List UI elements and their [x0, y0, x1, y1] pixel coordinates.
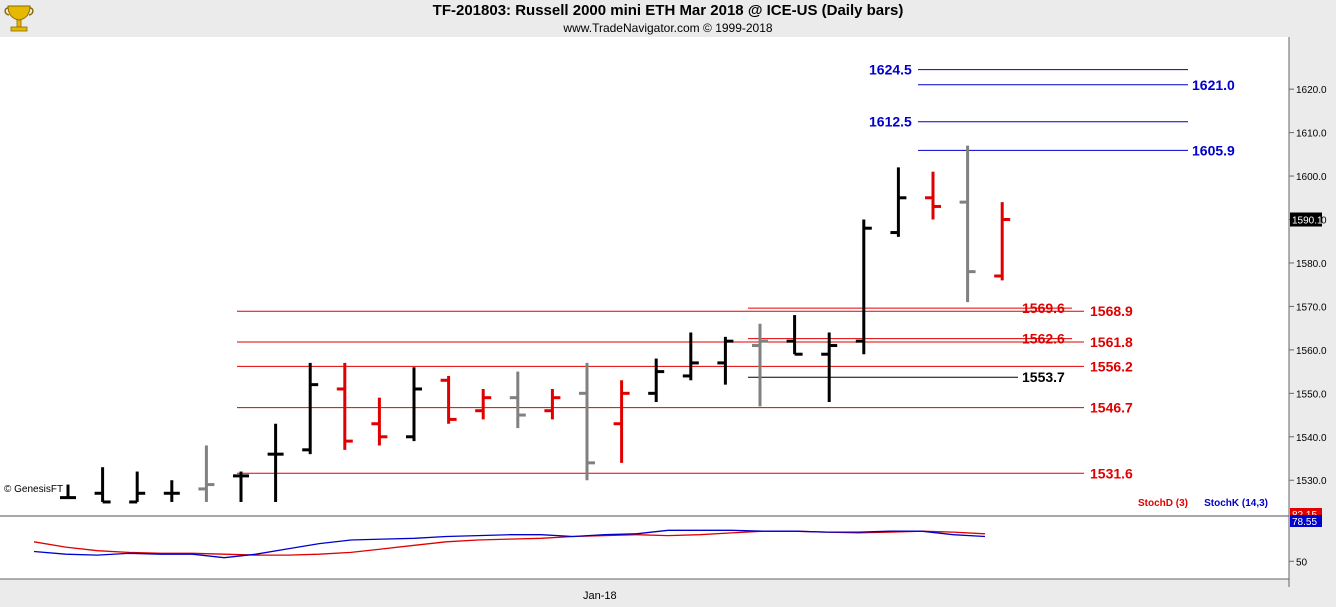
price-tick-label: 1600.0 — [1296, 172, 1327, 183]
price-panel-background — [0, 37, 1289, 515]
last-price-label: 1590.1 — [1292, 216, 1323, 227]
genesis-trophy-logo-icon — [4, 5, 34, 32]
price-tick-label: 1560.0 — [1296, 346, 1327, 357]
price-tick-label: 1550.0 — [1296, 389, 1327, 400]
price-tick-label: 1620.0 — [1296, 85, 1327, 96]
stoch-line-k — [33, 529, 986, 559]
price-tick-label: 1610.0 — [1296, 129, 1327, 140]
level-label: 1605.9 — [1192, 142, 1235, 158]
stoch-tick-label: 50 — [1296, 557, 1308, 568]
stoch-legend-label: StochD (3) — [1138, 498, 1188, 509]
price-tick-label: 1570.0 — [1296, 302, 1327, 313]
price-tick-label: 1530.0 — [1296, 476, 1327, 487]
level-label: 1569.6 — [1022, 300, 1065, 316]
stoch-panel-background — [0, 517, 1289, 579]
last-price-marker — [1290, 212, 1322, 227]
price-tick-label: 1540.0 — [1296, 433, 1327, 444]
chart-subtitle: www.TradeNavigator.com © 1999-2018 — [563, 21, 773, 35]
level-label: 1553.7 — [1022, 369, 1065, 385]
stoch-value-marker — [1290, 515, 1322, 527]
level-label: 1568.9 — [1090, 303, 1133, 319]
level-label: 1621.0 — [1192, 77, 1235, 93]
stoch-legend-label: StochK (14,3) — [1204, 498, 1268, 509]
watermark: © GenesisFT — [4, 484, 63, 495]
level-label: 1546.7 — [1090, 400, 1133, 416]
chart-header: TF-201803: Russell 2000 mini ETH Mar 201… — [0, 0, 1336, 37]
price-tick-label: 1580.0 — [1296, 259, 1327, 270]
level-label: 1556.2 — [1090, 358, 1133, 374]
price-axis-ticks: 1530.0 1540.0 1550.0 1560.0 1570.0 1580.0 1590… — [1289, 85, 1327, 487]
levels-layer: 1624.5 1621.0 1612.5 1605.9 1569.6 1568.9 1562… — [237, 62, 1235, 481]
level-label: 1561.8 — [1090, 334, 1133, 350]
level-label: 1624.5 — [869, 62, 912, 78]
chart-title: TF-201803: Russell 2000 mini ETH Mar 201… — [432, 2, 904, 19]
ohlc-bars — [60, 145, 1011, 504]
x-axis-date-label: Jan-18 — [583, 590, 617, 602]
stoch-value-label: 78.55 — [1292, 517, 1317, 528]
level-label: 1562.6 — [1022, 331, 1065, 347]
level-label: 1612.5 — [869, 114, 912, 130]
level-label: 1531.6 — [1090, 465, 1133, 481]
